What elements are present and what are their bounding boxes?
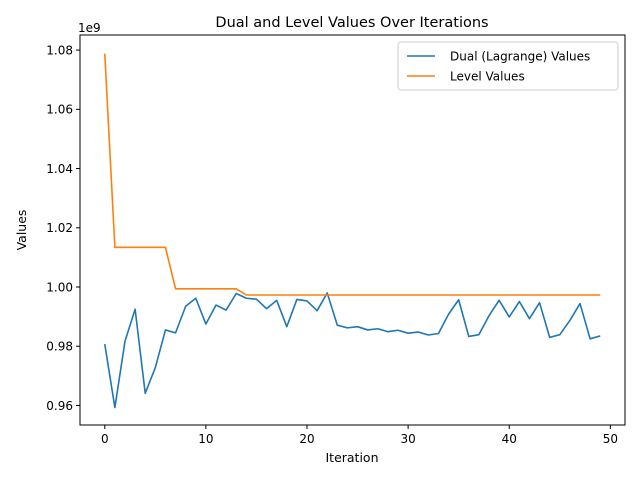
y-tick-label: 1.00	[46, 280, 73, 294]
legend: Dual (Lagrange) Values Level Values	[397, 41, 619, 91]
y-tick-label: 1.08	[46, 43, 73, 57]
y-tick-label: 0.98	[46, 340, 73, 354]
plot-lines	[103, 53, 601, 409]
y-offset-label: 1e9	[78, 21, 101, 35]
axis-ticks: 0 10 20 30 40 50 0.96 0.98 1.00 1.02 1.04 1.06 1.08	[46, 43, 618, 446]
legend-label-level: Level Values	[450, 70, 525, 84]
x-tick-label: 30	[400, 432, 415, 446]
x-axis-label: Iteration	[325, 450, 378, 465]
series-line-level	[103, 53, 601, 296]
chart-title: Dual and Level Values Over Iterations	[215, 15, 488, 31]
plot-frame	[79, 34, 626, 426]
legend-box	[397, 41, 619, 91]
legend-label-dual: Dual (Lagrange) Values	[450, 50, 590, 64]
y-tick-label: 0.96	[46, 399, 73, 413]
y-tick-label: 1.04	[46, 162, 73, 176]
y-tick-label: 1.02	[46, 221, 73, 235]
series-line-dual	[103, 292, 601, 409]
y-tick-label: 1.06	[46, 103, 73, 117]
x-tick-label: 40	[502, 432, 517, 446]
x-tick-label: 0	[101, 432, 109, 446]
y-axis-label: Values	[14, 210, 29, 251]
x-tick-label: 10	[198, 432, 213, 446]
x-tick-label: 20	[299, 432, 314, 446]
x-tick-label: 50	[603, 432, 618, 446]
